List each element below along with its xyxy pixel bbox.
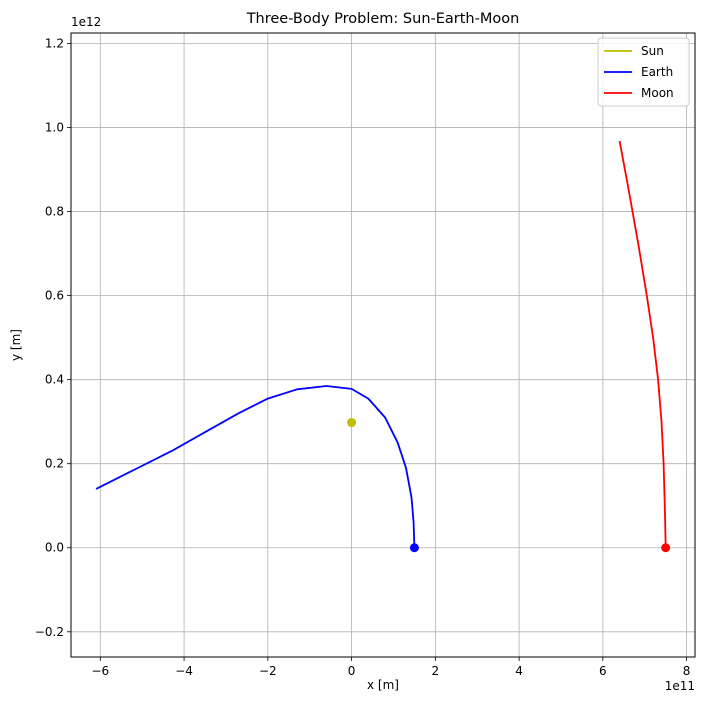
moon-marker [661, 543, 671, 553]
chart-title: Three-Body Problem: Sun-Earth-Moon [246, 11, 520, 27]
y-tick-label: 0.4 [45, 373, 64, 387]
plot-area-frame [70, 32, 696, 658]
ticks: −6 −4 −2 0 2 4 6 8 −0.2 0.0 0.2 0.4 0.6 0.8 1.0 1.2 [35, 37, 691, 678]
y-tick-label: 0.6 [45, 289, 64, 303]
earth-trajectory [95, 385, 416, 548]
legend-label-sun: Sun [641, 44, 664, 58]
earth-marker [409, 543, 419, 553]
y-axis-label: y [m] [9, 329, 23, 361]
legend-label-earth: Earth [641, 65, 673, 79]
x-tick-label: 8 [683, 664, 691, 678]
legend-label-moon: Moon [641, 86, 674, 100]
y-tick-label: 0.8 [45, 205, 64, 219]
y-tick-label: 0.0 [45, 541, 64, 555]
x-tick-label: 6 [599, 664, 607, 678]
x-tick-label: 0 [348, 664, 356, 678]
x-tick-label: −2 [259, 664, 277, 678]
x-tick-label: 2 [432, 664, 440, 678]
y-tick-label: 0.2 [45, 457, 64, 471]
legend: Sun Earth Moon [597, 37, 690, 107]
series-layer [95, 140, 671, 553]
x-offset-label: 1e11 [665, 679, 695, 693]
y-tick-label: −0.2 [35, 625, 64, 639]
grid [71, 33, 695, 657]
y-tick-label: 1.0 [45, 121, 64, 135]
x-tick-label: −4 [175, 664, 193, 678]
x-axis-label: x [m] [367, 678, 399, 692]
moon-trajectory [618, 140, 667, 548]
legend-box [597, 37, 690, 107]
sun-marker [347, 418, 357, 428]
x-tick-label: −6 [91, 664, 109, 678]
x-tick-label: 4 [515, 664, 523, 678]
y-offset-label: 1e12 [71, 15, 101, 29]
y-tick-label: 1.2 [45, 37, 64, 51]
